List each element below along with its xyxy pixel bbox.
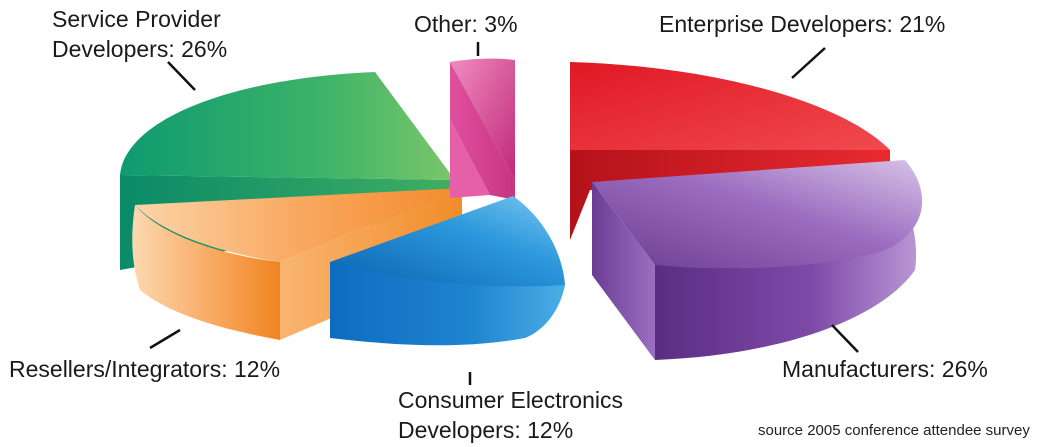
label-resellers: Resellers/Integrators: 12% bbox=[9, 356, 281, 382]
label-other: Other: 3% bbox=[414, 11, 518, 37]
label-service-provider: Service Provider Developers: 26% bbox=[52, 4, 227, 64]
slice-other-top bbox=[450, 58, 515, 180]
slice-other bbox=[450, 58, 515, 200]
slice-service-provider-top bbox=[120, 72, 455, 180]
leader-resellers bbox=[149, 328, 181, 350]
slice-resellers-top bbox=[135, 188, 462, 262]
slice-other-side bbox=[450, 62, 515, 200]
label-enterprise: Enterprise Developers: 21% bbox=[659, 11, 946, 37]
slice-consumer-electronics-top bbox=[330, 196, 565, 287]
slice-manufacturers bbox=[592, 160, 923, 360]
leader-enterprise bbox=[791, 47, 826, 79]
label-manufacturers: Manufacturers: 26% bbox=[782, 356, 988, 382]
slice-other-front bbox=[450, 120, 490, 198]
label-consumer-electronics-line1: Consumer Electronics bbox=[398, 387, 623, 413]
leader-manufacturers bbox=[831, 324, 859, 353]
slice-enterprise-top bbox=[570, 62, 890, 150]
slice-manufacturers-top bbox=[592, 160, 923, 269]
leader-service-provider bbox=[167, 61, 196, 91]
label-consumer-electronics-line2: Developers: 12% bbox=[398, 417, 574, 443]
label-consumer-electronics: Consumer Electronics Developers: 12% bbox=[398, 385, 623, 445]
slice-resellers-side-left bbox=[132, 205, 280, 340]
label-service-provider-line1: Service Provider bbox=[52, 6, 221, 32]
source-note: source 2005 conference attendee survey bbox=[758, 422, 1030, 439]
slice-manufacturers-side-left bbox=[592, 182, 655, 360]
label-service-provider-line2: Developers: 26% bbox=[52, 36, 228, 62]
slice-consumer-electronics bbox=[330, 196, 565, 346]
